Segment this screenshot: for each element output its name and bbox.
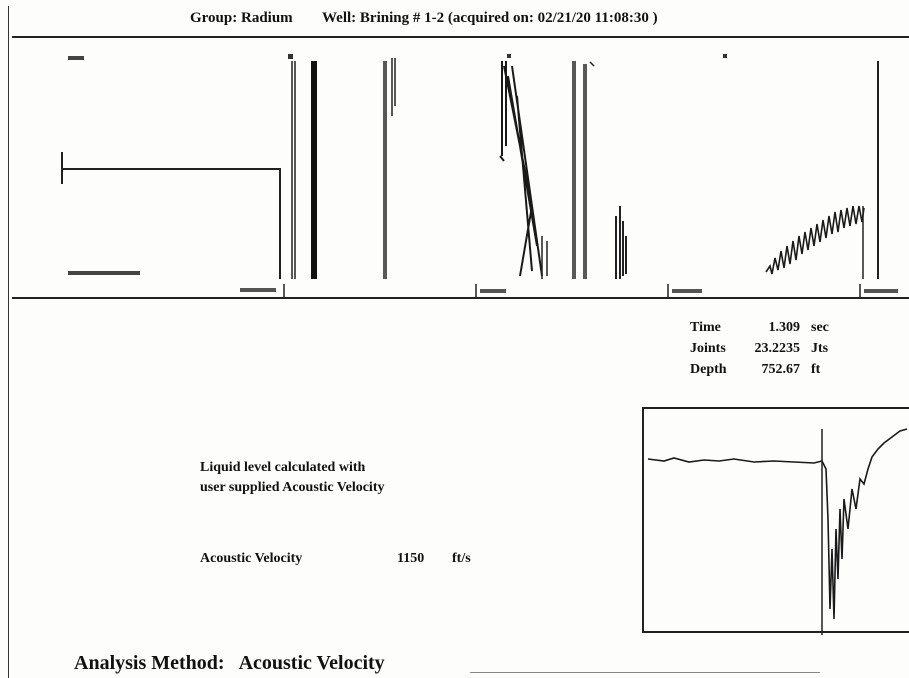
time-value: 1.309 [768,320,801,335]
trace-line [311,61,317,279]
velocity-unit: ft/s [452,551,471,566]
well-label: Well: Brining # 1-2 (acquired on: 02/21/… [322,10,658,26]
plot-marker [723,54,727,58]
note-line-2: user supplied Acoustic Velocity [200,480,385,495]
left-border [8,6,9,678]
depth-label: Depth [690,362,727,377]
depth-value: 752.67 [761,362,801,377]
trace-line [615,206,627,279]
velocity-label: Acoustic Velocity [200,551,303,566]
plot-tag [68,56,84,60]
tick-label-blur [240,288,276,292]
calculation-note: Liquid level calculated with user suppli… [200,458,385,498]
readout-time-row: Time 1.309 sec [690,317,890,338]
bottom-rule [470,672,820,673]
trace-line [291,61,296,279]
zoom-trace-svg [647,428,908,635]
group-label: Group: Radium [190,10,293,26]
plot-marker [507,54,511,58]
joints-value: 23.2235 [754,341,801,356]
header-bar: Group: Radium Well: Brining # 1-2 (acqui… [12,0,909,38]
note-line-1: Liquid level calculated with [200,460,366,475]
trace-step [61,152,281,279]
joints-label: Joints [690,341,726,356]
plot-tag [68,271,140,275]
cursor-readout: Time 1.309 sec Joints 23.2235 Jts Depth … [690,317,890,380]
tick-label-blur [480,289,506,293]
analysis-label: Analysis Method: [74,652,225,674]
acoustic-trace-plot [12,36,909,299]
velocity-value: 1150 [397,551,425,566]
time-label: Time [690,320,721,335]
velocity-row: Acoustic Velocity 1150 ft/s [200,551,500,571]
trace-line [499,61,543,277]
depth-unit: ft [811,362,821,377]
readout-depth-row: Depth 752.67 ft [690,359,890,380]
tick-label-blur [864,289,898,293]
time-unit: sec [811,320,829,335]
liquid-level-zoom-plot [642,407,909,635]
joints-unit: Jts [811,341,829,356]
axis-ticks [283,284,861,297]
trace-line [572,61,595,279]
acoustic-trace-svg [61,54,898,297]
tick-label-blur [672,289,702,293]
analysis-method: Analysis Method: Acoustic Velocity [74,652,385,675]
zoom-trace [647,428,908,620]
readout-joints-row: Joints 23.2235 Jts [690,338,890,359]
trace-line [541,236,548,279]
trace-line [383,58,396,279]
analysis-method-value: Acoustic Velocity [238,652,385,674]
trace-noise [765,205,865,275]
plot-marker [288,54,293,59]
